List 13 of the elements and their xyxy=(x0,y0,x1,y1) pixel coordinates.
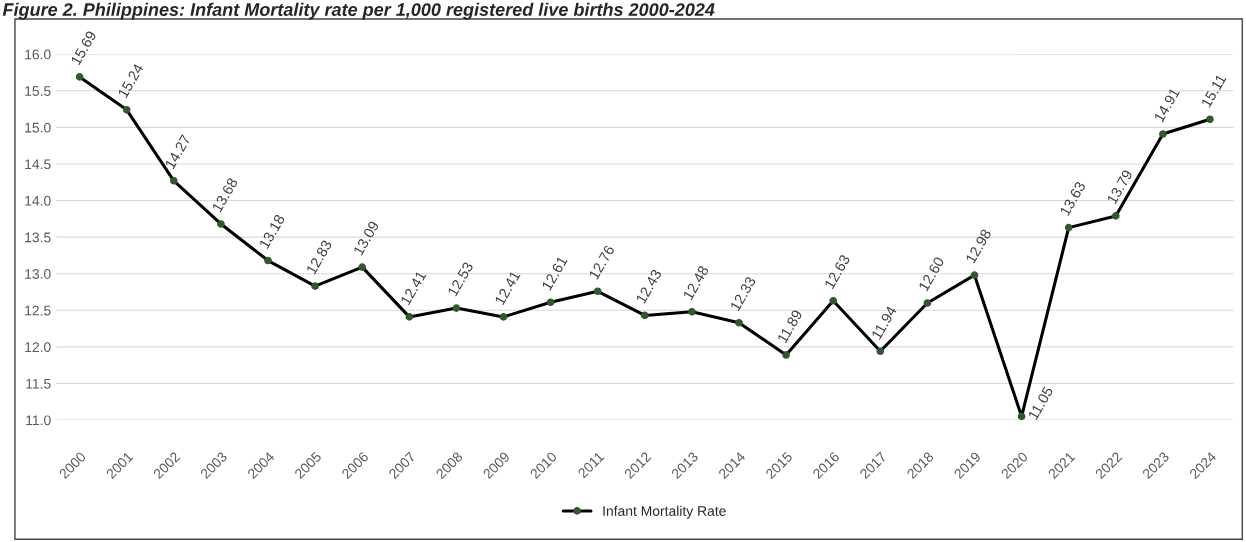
y-tick-label: 15.0 xyxy=(25,122,51,133)
y-tick-label: 14.0 xyxy=(25,195,51,206)
y-tick-label: 11.0 xyxy=(26,415,51,426)
chart-title: Figure 2. Philippines: Infant Mortality rate per 1,000 registered live births 2000-2024 xyxy=(2,2,715,20)
y-tick-label: 12.0 xyxy=(25,342,51,353)
y-tick-label: 13.0 xyxy=(25,269,51,279)
y-tick-label: 14.5 xyxy=(25,159,51,170)
y-tick-label: 16.0 xyxy=(25,49,51,60)
y-tick-label: 13.5 xyxy=(25,232,51,243)
legend-label: Infant Mortality Rate xyxy=(603,505,726,519)
y-tick-label: 11.5 xyxy=(26,378,51,389)
y-tick-label: 12.5 xyxy=(25,305,51,316)
y-tick-label: 15.5 xyxy=(25,86,51,96)
